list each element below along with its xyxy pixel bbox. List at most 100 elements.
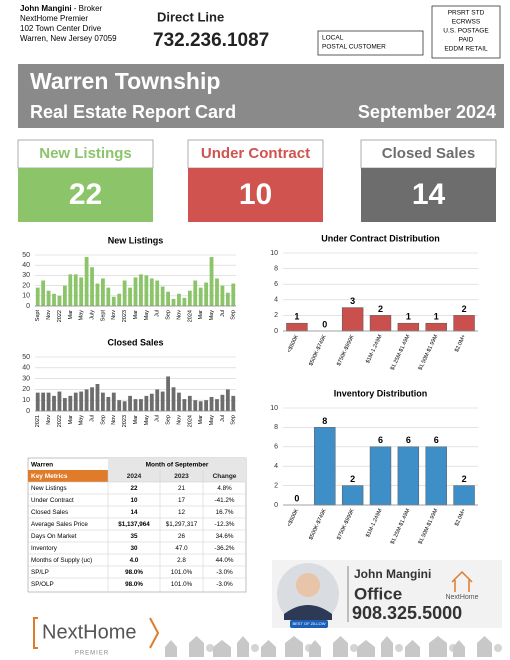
data-label: 1 <box>434 312 439 322</box>
y-tick-label: 10 <box>270 405 278 412</box>
table-cell: New Listings <box>31 485 67 492</box>
bar <box>122 401 127 411</box>
x-tick-label: Mar <box>133 415 139 425</box>
y-tick-label: 6 <box>274 444 278 451</box>
bar <box>52 293 56 306</box>
footer-sub: PREMIER <box>75 651 109 657</box>
table-cell: 22 <box>130 485 138 492</box>
x-tick-label: $750K-$999K <box>336 334 356 367</box>
y-tick-label: 8 <box>274 265 278 272</box>
bar <box>166 291 170 306</box>
tree-icon <box>350 644 358 652</box>
bar <box>73 392 78 411</box>
table-head-bg <box>108 458 246 470</box>
table-cell: 35 <box>130 533 138 540</box>
y-tick-label: 4 <box>274 463 278 470</box>
permit-line: PAID <box>459 37 474 44</box>
house-icon <box>285 636 303 657</box>
x-tick-label: Sept <box>35 310 41 322</box>
bar <box>73 274 78 306</box>
x-tick-label: Sep <box>231 310 237 320</box>
bar <box>215 399 219 411</box>
house-icon <box>309 640 321 657</box>
bar <box>209 257 214 306</box>
bar <box>166 376 170 411</box>
bar <box>52 395 56 411</box>
y-tick-label: 40 <box>22 262 30 269</box>
address-line: 102 Town Center Drive <box>20 24 102 33</box>
x-tick-label: Mar <box>198 310 204 320</box>
bar <box>314 427 336 506</box>
photo-face <box>296 573 320 597</box>
x-tick-label: Nov <box>111 310 117 320</box>
bar <box>139 399 143 411</box>
permit-line: ECRWSS <box>452 19 481 26</box>
bar <box>57 391 62 411</box>
y-tick-label: 4 <box>274 297 278 304</box>
house-icon <box>213 640 231 657</box>
y-tick-label: 2 <box>274 312 278 319</box>
x-tick-label: Jul <box>155 310 161 317</box>
y-tick-label: 30 <box>22 375 30 382</box>
y-tick-label: 10 <box>270 250 278 257</box>
bar <box>128 287 132 306</box>
data-label: 0 <box>294 493 299 503</box>
y-tick-label: 2 <box>274 482 278 489</box>
x-tick-label: $1.50M-$1.99M <box>418 508 440 546</box>
bar <box>111 296 116 306</box>
bar <box>209 396 214 411</box>
badge <box>290 620 328 628</box>
table-cell: 4.8% <box>217 485 232 492</box>
x-tick-label: May <box>79 310 85 321</box>
bar <box>35 287 40 306</box>
house-icon <box>333 636 348 657</box>
table-cell: 98.0% <box>125 581 143 588</box>
column-head: Key Metrics <box>31 473 68 480</box>
bar <box>187 395 192 411</box>
bar <box>171 298 176 306</box>
y-tick-label: 0 <box>274 328 278 335</box>
bar <box>62 398 67 411</box>
tile-label: Closed Sales <box>382 145 475 162</box>
tree-icon <box>494 644 502 652</box>
table-cell: 44.0% <box>216 557 234 564</box>
bar <box>35 392 40 411</box>
x-tick-label: Sep <box>231 415 237 425</box>
house-icon <box>477 636 492 657</box>
house-icon <box>261 640 276 657</box>
bar <box>182 297 187 306</box>
table-cell: Days On Market <box>31 533 77 540</box>
tile-value: 22 <box>69 178 102 211</box>
bar <box>46 392 51 411</box>
bar <box>225 292 230 306</box>
table-cell: -12.3% <box>215 521 235 528</box>
bar <box>106 396 111 411</box>
column-head-bg <box>28 470 108 482</box>
x-tick-label: $750K-$999K <box>336 508 356 541</box>
y-tick-label: 6 <box>274 281 278 288</box>
x-tick-label: Sep <box>100 415 106 425</box>
data-label: 3 <box>350 296 355 306</box>
photo-suit <box>284 605 332 620</box>
table-cell: 26 <box>178 533 186 540</box>
table-cell: 12 <box>178 509 186 516</box>
agent-line: John Mangini - Broker <box>20 4 103 13</box>
chart-title: Under Contract Distribution <box>321 233 440 243</box>
table-cell: 34.6% <box>216 533 234 540</box>
x-tick-label: 2024 <box>187 310 193 322</box>
x-tick-label: $1M-1.249M <box>365 334 384 365</box>
data-label: 6 <box>406 435 411 445</box>
x-tick-label: $2.0M+ <box>454 334 467 353</box>
table-cell: 2.8 <box>177 557 186 564</box>
bar <box>215 278 219 306</box>
x-tick-label: May <box>209 310 215 321</box>
bar <box>177 293 181 306</box>
bar <box>198 287 203 306</box>
x-tick-label: Mar <box>133 310 139 320</box>
tile-value: 14 <box>412 178 446 211</box>
bar <box>144 275 149 306</box>
house-icon <box>453 640 465 657</box>
x-tick-label: 2023 <box>122 415 128 427</box>
